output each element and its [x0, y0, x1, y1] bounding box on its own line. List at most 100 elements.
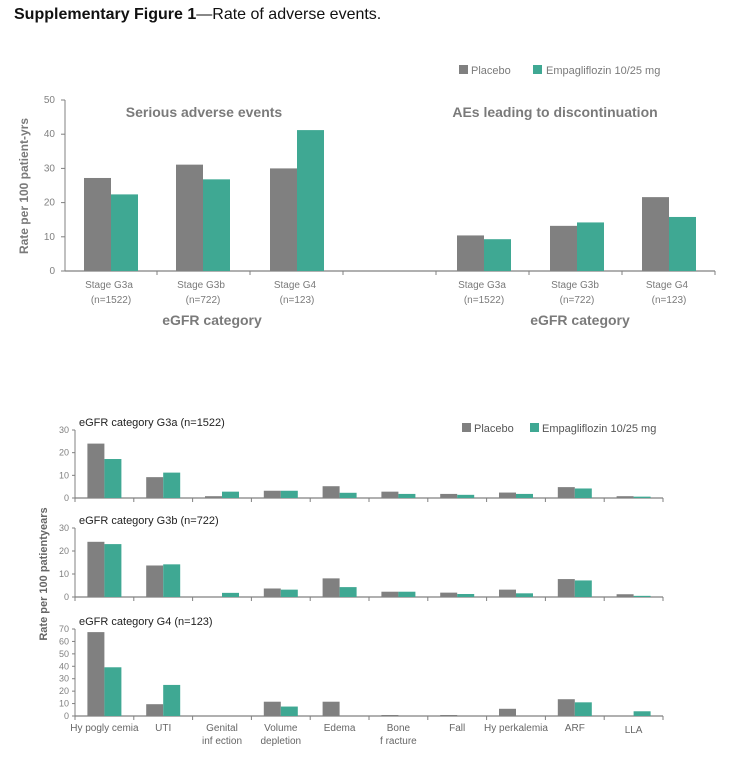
bar-placebo	[263, 588, 281, 597]
bar-placebo	[616, 594, 634, 597]
category-label: Stage G4	[646, 280, 689, 291]
y-tick-label-g3a: 0	[64, 493, 69, 503]
category-label: Genital	[206, 723, 238, 734]
y-tick-label-g3b: 0	[64, 592, 69, 602]
bar-empagliflozin	[280, 589, 298, 597]
bar-placebo	[87, 443, 105, 498]
bar-placebo	[381, 715, 399, 716]
bar-placebo	[557, 699, 575, 716]
y-tick-label-g4: 60	[59, 636, 69, 646]
y-tick-label-g4: 40	[59, 661, 69, 671]
category-label: Stage G3a	[458, 280, 506, 291]
legend-label-placebo: Placebo	[471, 65, 511, 77]
y-tick-label-g4: 30	[59, 674, 69, 684]
bar-placebo	[322, 486, 340, 498]
panel-title-g3a: eGFR category G3a (n=1522)	[79, 417, 225, 429]
category-label: LLA	[625, 725, 643, 736]
bar-empagliflozin	[104, 544, 122, 597]
category-label: UTI	[155, 723, 171, 734]
panel-title-g4: eGFR category G4 (n=123)	[79, 616, 213, 628]
legend-swatch-placebo-bottom	[462, 423, 471, 432]
bar-placebo	[616, 496, 634, 498]
category-label: Stage G3b	[551, 280, 599, 291]
bar-empagliflozin	[398, 591, 416, 597]
bar-empagliflozin	[633, 711, 651, 716]
bar-placebo	[440, 592, 458, 597]
legend-label-empagliflozin-bottom: Empagliflozin 10/25 mg	[542, 423, 656, 435]
bar-empagliflozin	[577, 222, 604, 271]
category-n-label: (n=1522)	[91, 295, 131, 306]
bar-placebo	[642, 197, 669, 271]
bar-placebo	[263, 490, 281, 498]
bar-empagliflozin	[163, 472, 181, 498]
panel-title-discontinuation: AEs leading to discontinuation	[452, 104, 657, 120]
category-label: Hy perkalemia	[484, 723, 548, 734]
bar-placebo	[550, 225, 577, 271]
category-n-label: (n=1522)	[464, 295, 504, 306]
y-tick-label-top: 40	[44, 129, 56, 140]
bar-placebo	[205, 496, 222, 498]
bar-empagliflozin	[280, 490, 298, 498]
bar-empagliflozin	[222, 592, 239, 597]
category-n-label: (n=722)	[186, 295, 221, 306]
y-tick-label-g4: 50	[59, 649, 69, 659]
bar-placebo	[381, 591, 399, 597]
category-label: inf ection	[202, 736, 242, 747]
bar-empagliflozin	[163, 564, 181, 597]
bar-empagliflozin	[339, 492, 357, 498]
y-tick-label-top: 10	[44, 232, 56, 243]
bar-placebo	[381, 491, 399, 498]
category-label: Edema	[324, 723, 356, 734]
bar-placebo	[270, 168, 297, 271]
bar-placebo	[146, 477, 164, 498]
bar-empagliflozin	[633, 496, 651, 498]
category-label: ARF	[565, 723, 585, 734]
category-label: Hy pogly cemia	[70, 723, 139, 734]
bar-empagliflozin	[203, 179, 230, 271]
figure-title: Supplementary Figure 1—Rate of adverse e…	[14, 6, 381, 24]
bar-placebo	[557, 487, 575, 498]
bar-empagliflozin	[339, 587, 357, 597]
bar-empagliflozin	[516, 593, 533, 597]
category-label: Bone	[387, 723, 411, 734]
bar-placebo	[176, 164, 203, 271]
bar-empagliflozin	[280, 706, 298, 716]
bar-empagliflozin	[398, 493, 416, 498]
bar-placebo	[499, 492, 516, 498]
y-axis-label-bottom: Rate per 100 patientyears	[38, 507, 50, 640]
y-tick-label-g4: 10	[59, 699, 69, 709]
bar-placebo	[146, 704, 164, 716]
bar-placebo	[84, 177, 111, 271]
bar-empagliflozin	[633, 595, 651, 597]
bar-placebo	[499, 708, 516, 716]
bar-placebo	[146, 565, 164, 597]
category-label: Fall	[449, 723, 465, 734]
y-tick-label-g3b: 20	[59, 546, 69, 556]
category-label: Stage G3b	[177, 280, 225, 291]
y-tick-label-top: 50	[44, 95, 56, 106]
bar-placebo	[440, 715, 458, 716]
y-tick-label-top: 0	[49, 266, 55, 277]
y-tick-label-g3a: 10	[59, 470, 69, 480]
bar-empagliflozin	[669, 216, 696, 271]
y-tick-label-g3a: 20	[59, 448, 69, 458]
bar-placebo	[440, 493, 458, 498]
panel-title-g3b: eGFR category G3b (n=722)	[79, 515, 219, 527]
x-axis-label-discontinuation: eGFR category	[530, 312, 630, 328]
bar-empagliflozin	[111, 194, 138, 271]
bar-placebo	[322, 701, 340, 716]
bar-placebo	[557, 579, 575, 597]
y-tick-label-g3b: 10	[59, 569, 69, 579]
category-label: f racture	[380, 736, 417, 747]
bar-empagliflozin	[297, 130, 324, 271]
legend-swatch-empagliflozin-bottom	[530, 423, 539, 432]
bar-empagliflozin	[163, 684, 181, 716]
bar-placebo	[87, 632, 105, 716]
legend-label-empagliflozin: Empagliflozin 10/25 mg	[546, 65, 660, 77]
bar-placebo	[457, 235, 484, 271]
bar-empagliflozin	[516, 493, 533, 498]
legend-swatch-empagliflozin	[533, 65, 542, 74]
panel-title-serious: Serious adverse events	[126, 104, 283, 120]
category-n-label: (n=123)	[652, 295, 687, 306]
y-tick-label-g4: 20	[59, 686, 69, 696]
